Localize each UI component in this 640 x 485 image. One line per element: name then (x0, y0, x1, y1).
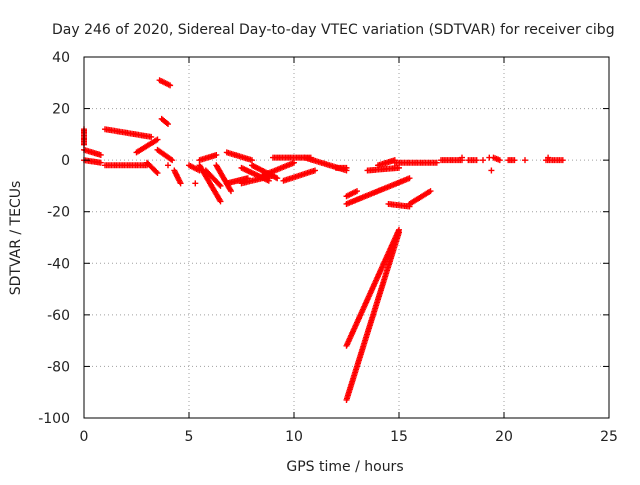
data-point (97, 151, 104, 158)
data-point (167, 82, 174, 89)
data-track (343, 175, 413, 207)
data-track (375, 157, 398, 169)
data-track (490, 154, 503, 164)
data-point (496, 157, 503, 164)
data-point (228, 188, 234, 195)
data-point (559, 157, 566, 164)
x-tick-label: 5 (185, 429, 194, 445)
isolated-point (165, 162, 171, 169)
data-track (102, 126, 155, 140)
data-track (406, 188, 434, 207)
data-point (192, 180, 199, 187)
isolated-point (486, 154, 493, 161)
data-point (396, 164, 402, 171)
data-point (148, 133, 155, 140)
tick-layer: 0 5 10 15 20 25 40 20 0 -20 -40 -60 -80 -100 (38, 50, 618, 445)
data-point (216, 181, 223, 188)
data-track (196, 162, 224, 205)
y-tick-label: 40 (52, 50, 70, 66)
isolated-point (522, 157, 528, 164)
data-track (465, 157, 480, 164)
y-tick-label: -100 (38, 411, 70, 427)
isolated-point (545, 154, 552, 161)
data-track (186, 162, 203, 174)
data-point (433, 159, 440, 166)
data-track (171, 167, 184, 187)
data-point (406, 175, 413, 182)
data-point (511, 157, 518, 164)
data-point (154, 170, 161, 177)
data-track (102, 162, 150, 169)
data-track (364, 164, 402, 174)
data-point (473, 157, 480, 164)
data-point (274, 175, 281, 182)
data-point (396, 229, 402, 236)
chart-title: Day 246 of 2020, Sidereal Day-to-day VTE… (52, 22, 615, 38)
data-track (343, 229, 402, 403)
data-track (144, 159, 161, 177)
data-layer (81, 77, 566, 403)
data-point (427, 188, 434, 195)
data-point (354, 188, 360, 195)
x-tick-label: 15 (390, 429, 408, 445)
y-tick-label: 0 (61, 153, 70, 169)
data-point (163, 120, 170, 127)
x-axis-label: GPS time / hours (286, 459, 403, 475)
data-point (291, 159, 297, 166)
y-tick-label: -60 (47, 308, 70, 324)
isolated-point (488, 167, 495, 174)
data-point (165, 162, 171, 169)
y-tick-label: 20 (52, 102, 70, 118)
data-point (153, 168, 160, 175)
data-point (217, 182, 224, 189)
data-point (169, 157, 176, 164)
x-tick-label: 20 (495, 429, 513, 445)
data-point (343, 164, 350, 171)
data-track (280, 167, 318, 184)
data-point (545, 154, 552, 161)
x-tick-label: 0 (80, 429, 89, 445)
plot-frame (83, 56, 610, 419)
data-point (312, 167, 318, 174)
isolated-point (480, 157, 486, 164)
data-point (165, 121, 171, 128)
y-tick-label: -20 (47, 205, 70, 221)
x-tick-label: 10 (285, 429, 303, 445)
data-point (249, 157, 255, 164)
data-track (154, 146, 176, 164)
data-track (391, 159, 440, 166)
data-point (488, 167, 495, 174)
data-track (223, 149, 255, 164)
y-axis-label: SDTVAR / TECUs (8, 181, 24, 296)
data-track (133, 136, 161, 156)
y-tick-label: -80 (47, 359, 70, 375)
isolated-point (192, 180, 199, 187)
data-track (333, 164, 350, 171)
data-track (505, 157, 518, 164)
y-tick-label: -40 (47, 256, 70, 272)
data-point (177, 180, 184, 187)
data-point (97, 159, 104, 166)
data-point (486, 154, 493, 161)
data-point (480, 157, 486, 164)
data-point (154, 136, 161, 143)
data-track (158, 115, 171, 128)
isolated-point (459, 154, 465, 161)
data-point (522, 157, 528, 164)
x-tick-label: 25 (600, 429, 618, 445)
data-track (259, 159, 297, 179)
data-track (196, 151, 220, 164)
data-track (343, 188, 360, 200)
data-track (385, 200, 413, 210)
data-point (459, 154, 465, 161)
data-point (217, 198, 224, 205)
data-track (343, 226, 402, 349)
data-point (213, 151, 220, 158)
data-track (202, 167, 224, 189)
grid-layer (84, 57, 609, 418)
data-track (156, 77, 174, 89)
